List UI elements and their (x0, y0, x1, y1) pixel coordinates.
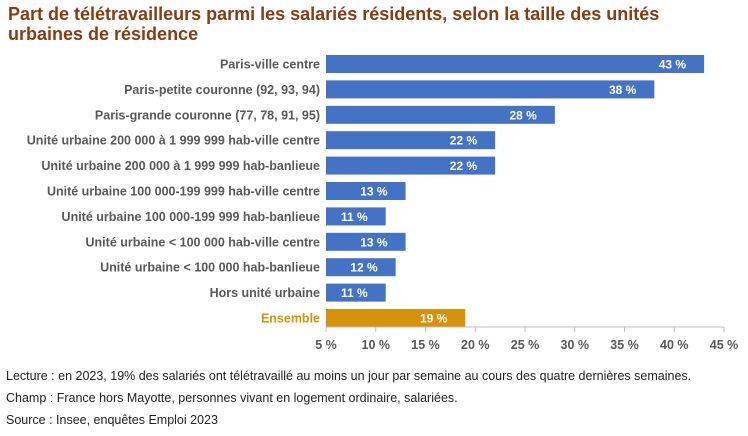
data-label-unite-urbaine-100-000-hab-banlieue: 12 % (350, 261, 378, 275)
chart-title: Part de télétravailleurs parmi les salar… (8, 4, 660, 44)
bar-unite-urbaine-100-000-199-999-hab-banlieue (326, 207, 386, 226)
data-label-paris-grande-couronne-77-78-91-95: 28 % (509, 108, 537, 122)
data-label-paris-petite-couronne-92-93-94: 38 % (609, 83, 637, 97)
scope-note: Champ : France hors Mayotte, personnes v… (6, 391, 458, 405)
x-axis-ticks: 5 % 10 % 15 % 20 % 25 % 30 % 35 % 40 % 45 % (315, 327, 738, 352)
category-label-hors-unite-urbaine: Hors unité urbaine (210, 286, 320, 300)
bar-hors-unite-urbaine (326, 283, 386, 302)
reading-note: Lecture : en 2023, 19% des salariés ont … (6, 369, 692, 383)
x-tick-label-35: 35 % (610, 338, 639, 352)
bars (326, 55, 705, 327)
category-label-paris-grande-couronne-77-78-91-95: Paris-grande couronne (77, 78, 91, 95) (95, 108, 320, 122)
x-tick-label-5: 5 % (315, 338, 337, 352)
x-tick-label-30: 30 % (561, 338, 590, 352)
category-label-paris-petite-couronne-92-93-94: Paris-petite couronne (92, 93, 94) (124, 83, 320, 97)
source-note: Source : Insee, enquêtes Emploi 2023 (6, 413, 218, 427)
data-label-unite-urbaine-100-000-199-999-hab-ville-centre: 13 % (360, 185, 388, 199)
data-label-hors-unite-urbaine: 11 % (341, 286, 368, 300)
category-label-unite-urbaine-200-000-a-1-999-999-hab-banlieue: Unité urbaine 200 000 à 1 999 999 hab-ba… (41, 159, 320, 173)
category-label-unite-urbaine-100-000-199-999-hab-ville-centre: Unité urbaine 100 000-199 999 hab-ville … (47, 185, 320, 199)
bar-unite-urbaine-100-000-199-999-hab-ville-centre (326, 182, 406, 200)
bar-chart: Paris-ville centre Paris-petite couronne … (27, 55, 738, 352)
category-label-paris-ville-centre: Paris-ville centre (220, 58, 320, 72)
category-label-unite-urbaine-100-000-hab-banlieue: Unité urbaine < 100 000 hab-banlieue (100, 261, 320, 275)
bar-paris-petite-couronne-92-93-94 (326, 80, 655, 99)
bar-unite-urbaine-200-000-a-1-999-999-hab-banlieue (326, 156, 496, 175)
bar-unite-urbaine-100-000-hab-ville-centre (326, 232, 406, 251)
data-label-paris-ville-centre: 43 % (659, 58, 687, 72)
bar-unite-urbaine-200-000-a-1-999-999-hab-ville-centre (326, 131, 496, 150)
data-label-ensemble: 19 % (420, 312, 448, 326)
bar-unite-urbaine-100-000-hab-banlieue (326, 258, 396, 277)
category-labels: Paris-ville centre Paris-petite couronne … (27, 58, 320, 326)
x-tick-label-45: 45 % (710, 338, 739, 352)
data-label-unite-urbaine-200-000-a-1-999-999-hab-ville-centre: 22 % (450, 134, 478, 148)
category-label-unite-urbaine-200-000-a-1-999-999-hab-ville-centre: Unité urbaine 200 000 à 1 999 999 hab-vi… (27, 134, 320, 148)
data-label-unite-urbaine-100-000-199-999-hab-banlieue: 11 % (341, 210, 368, 224)
x-tick-label-20: 20 % (461, 338, 490, 352)
bar-paris-grande-couronne-77-78-91-95 (326, 105, 555, 124)
x-tick-label-10: 10 % (362, 338, 391, 352)
x-tick-label-15: 15 % (411, 338, 440, 352)
data-label-unite-urbaine-100-000-hab-ville-centre: 13 % (360, 235, 388, 249)
bar-ensemble (326, 309, 466, 327)
category-label-unite-urbaine-100-000-199-999-hab-banlieue: Unité urbaine 100 000-199 999 hab-banlie… (62, 210, 320, 224)
category-label-unite-urbaine-100-000-hab-ville-centre: Unité urbaine < 100 000 hab-ville centre (86, 235, 321, 249)
x-tick-label-25: 25 % (511, 338, 540, 352)
bar-paris-ville-centre (326, 55, 705, 73)
category-label-ensemble: Ensemble (261, 312, 320, 326)
data-labels: 43 % 38 % 28 % 22 % 22 % 13 % 11 % 13 % 12 % 11 %… (341, 58, 686, 326)
x-tick-label-40: 40 % (660, 338, 689, 352)
data-label-unite-urbaine-200-000-a-1-999-999-hab-banlieue: 22 % (450, 159, 478, 173)
